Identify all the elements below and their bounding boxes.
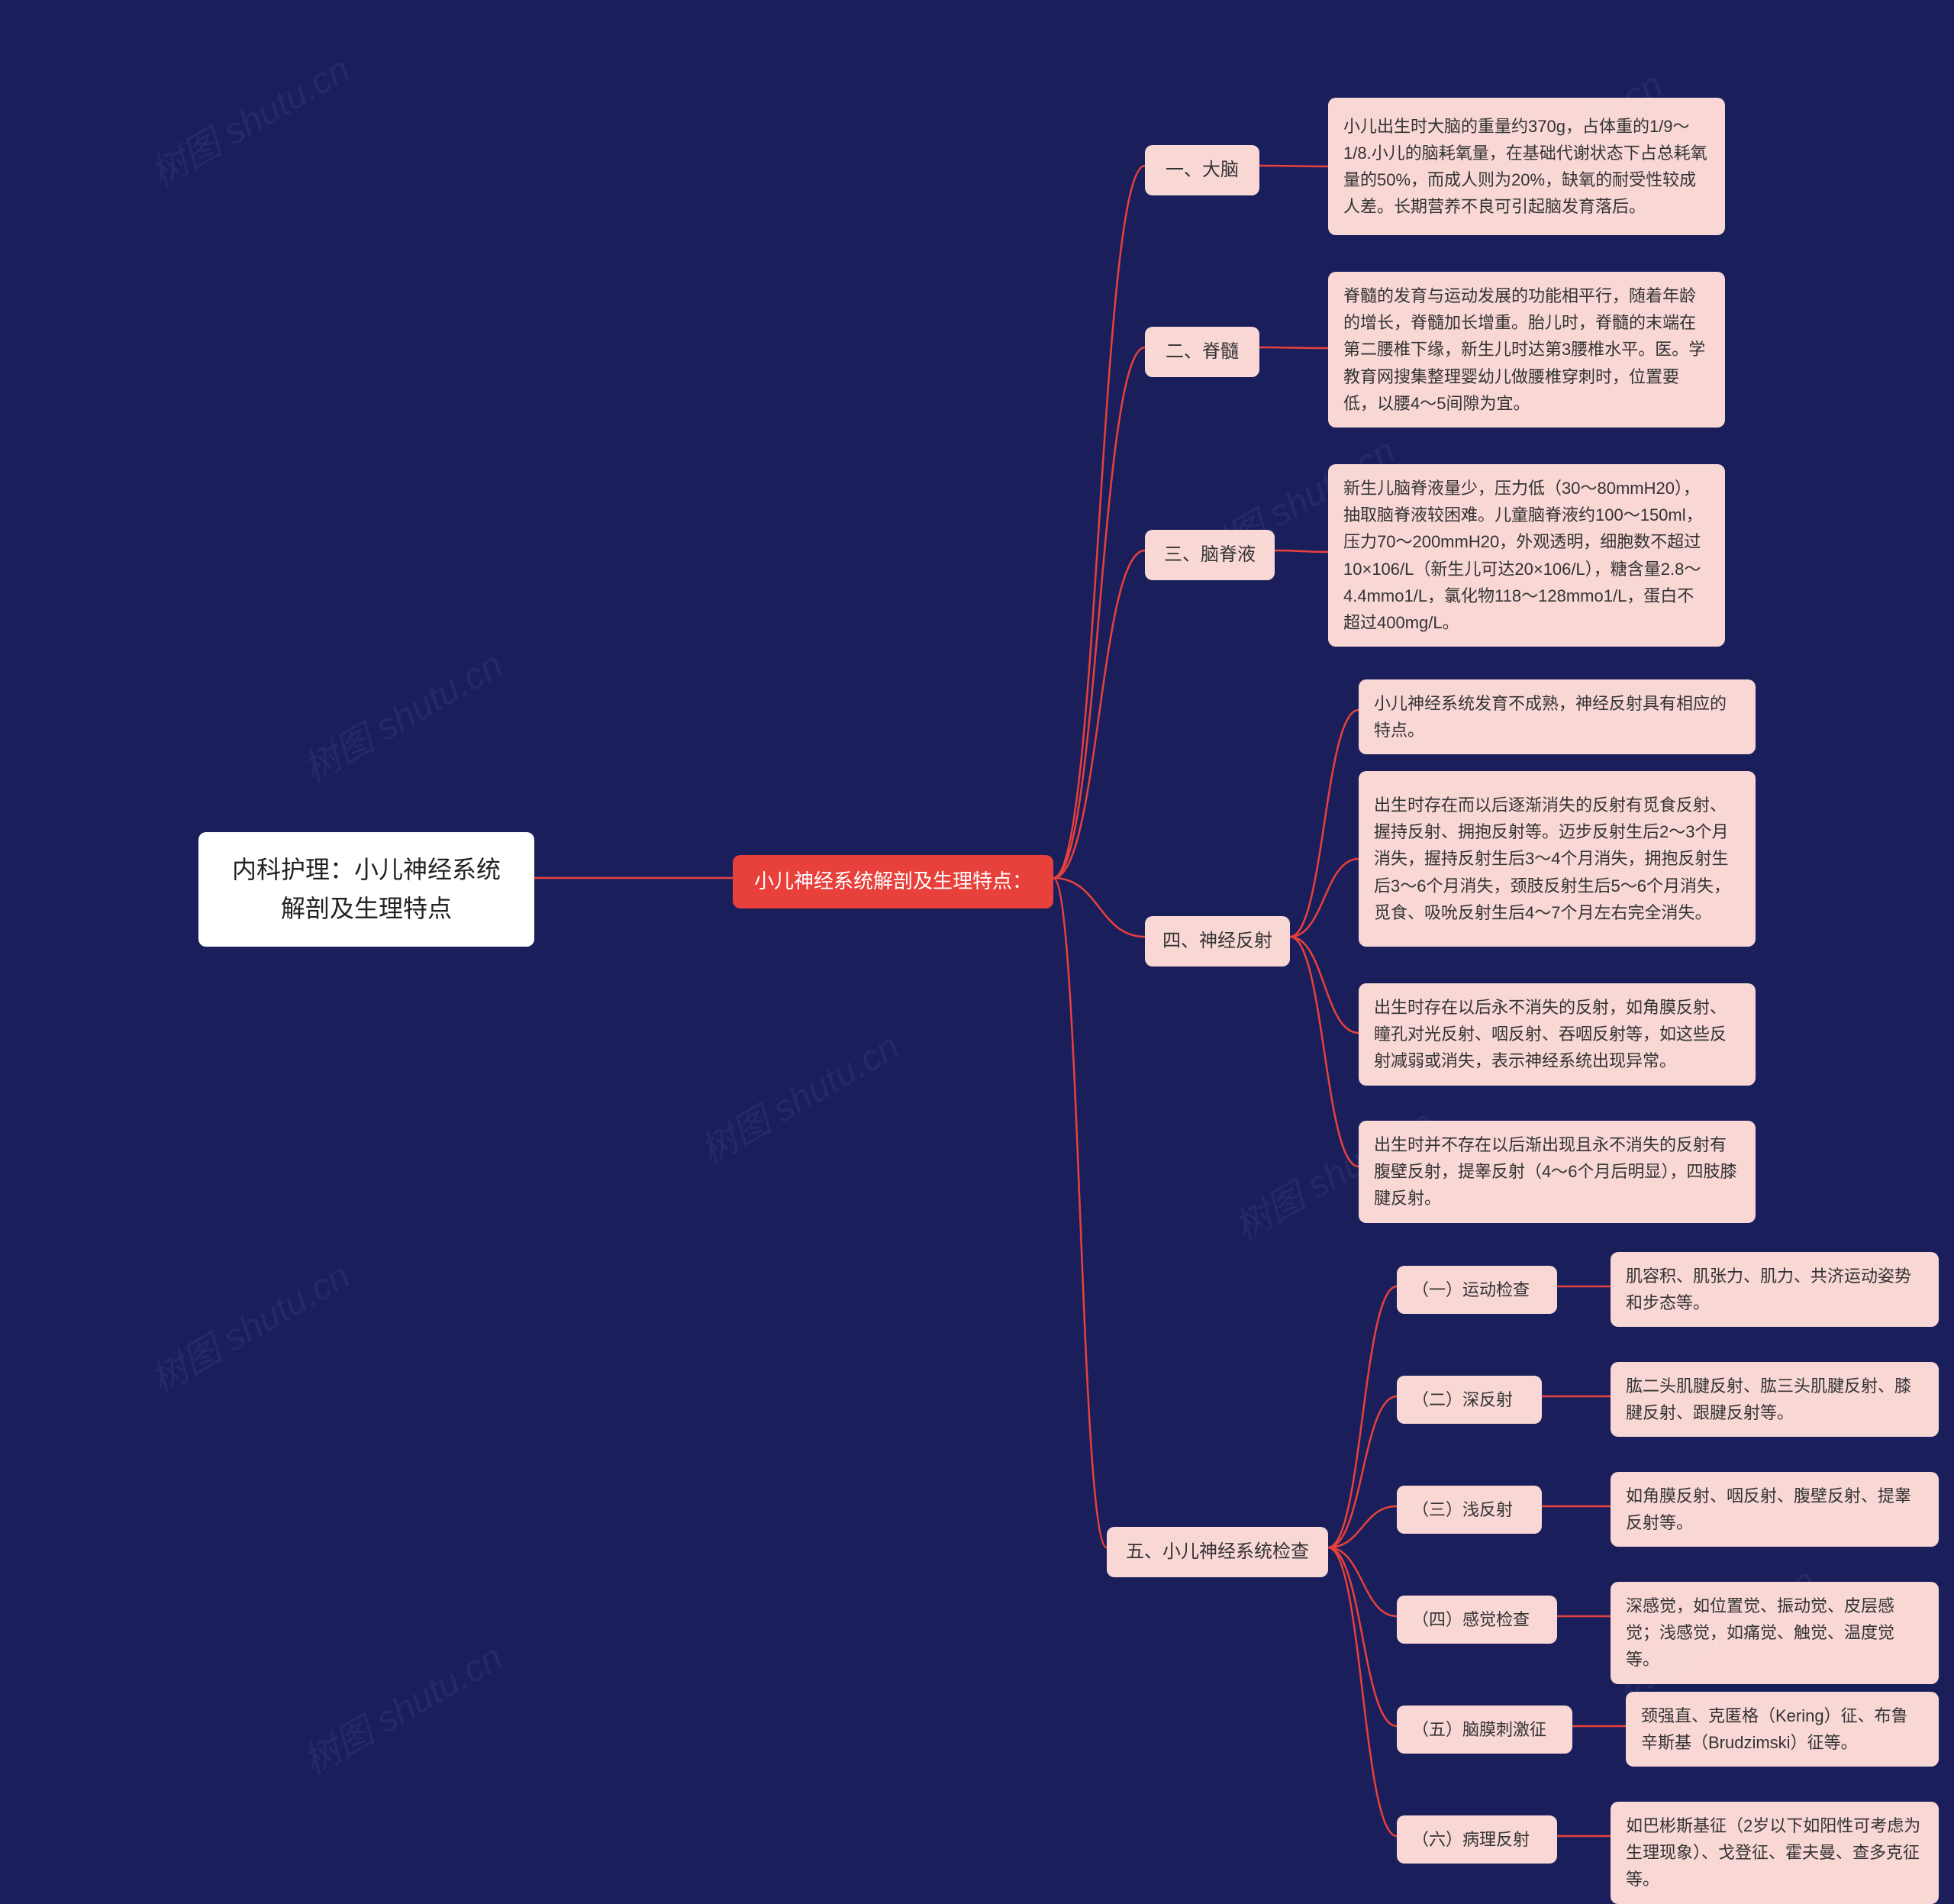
leaf-b5c6: 如巴彬斯基征（2岁以下如阳性可考虑为生理现象）、戈登征、霍夫曼、查多克征等。 bbox=[1611, 1802, 1939, 1904]
branch-b4: 四、神经反射 bbox=[1145, 916, 1290, 967]
leaf-b5c1: 肌容积、肌张力、肌力、共济运动姿势和步态等。 bbox=[1611, 1252, 1939, 1327]
branch-b1: 一、大脑 bbox=[1145, 145, 1259, 195]
sub-b5c4: （四）感觉检查 bbox=[1397, 1596, 1557, 1644]
branch-b3: 三、脑脊液 bbox=[1145, 530, 1275, 580]
leaf-b4c4: 出生时并不存在以后渐出现且永不消失的反射有腹壁反射，提睾反射（4～6个月后明显）… bbox=[1359, 1121, 1756, 1223]
leaf-b4c3: 出生时存在以后永不消失的反射，如角膜反射、瞳孔对光反射、咽反射、吞咽反射等，如这… bbox=[1359, 983, 1756, 1086]
leaf-b3c1: 新生儿脑脊液量少，压力低（30～80mmH20），抽取脑脊液较困难。儿童脑脊液约… bbox=[1328, 464, 1725, 647]
leaf-b5c3: 如角膜反射、咽反射、腹壁反射、提睾反射等。 bbox=[1611, 1472, 1939, 1547]
leaf-b5c4: 深感觉，如位置觉、振动觉、皮层感觉；浅感觉，如痛觉、触觉、温度觉等。 bbox=[1611, 1582, 1939, 1684]
leaf-b5c5: 颈强直、克匿格（Kering）征、布鲁辛斯基（Brudzimski）征等。 bbox=[1626, 1692, 1939, 1767]
watermark: 树图 shutu.cn bbox=[139, 40, 358, 197]
watermark: 树图 shutu.cn bbox=[139, 1246, 358, 1403]
leaf-b2c1: 脊髓的发育与运动发展的功能相平行，随着年龄的增长，脊髓加长增重。胎儿时，脊髓的末… bbox=[1328, 272, 1725, 428]
root-node: 内科护理：小儿神经系统解剖及生理特点 bbox=[198, 832, 534, 947]
sub-b5c6: （六）病理反射 bbox=[1397, 1815, 1557, 1864]
sub-b5c2: （二）深反射 bbox=[1397, 1376, 1542, 1424]
level1-node: 小儿神经系统解剖及生理特点： bbox=[733, 855, 1053, 908]
watermark: 树图 shutu.cn bbox=[292, 1628, 511, 1785]
leaf-b4c2: 出生时存在而以后逐渐消失的反射有觅食反射、握持反射、拥抱反射等。迈步反射生后2～… bbox=[1359, 771, 1756, 947]
watermark: 树图 shutu.cn bbox=[688, 1017, 908, 1174]
sub-b5c5: （五）脑膜刺激征 bbox=[1397, 1706, 1572, 1754]
leaf-b4c1: 小儿神经系统发育不成熟，神经反射具有相应的特点。 bbox=[1359, 679, 1756, 754]
leaf-b1c1: 小儿出生时大脑的重量约370g，占体重的1/9～1/8.小儿的脑耗氧量，在基础代… bbox=[1328, 98, 1725, 235]
sub-b5c1: （一）运动检查 bbox=[1397, 1266, 1557, 1314]
sub-b5c3: （三）浅反射 bbox=[1397, 1486, 1542, 1534]
branch-b2: 二、脊髓 bbox=[1145, 327, 1259, 377]
branch-b5: 五、小儿神经系统检查 bbox=[1107, 1527, 1328, 1577]
leaf-b5c2: 肱二头肌腱反射、肱三头肌腱反射、膝腱反射、跟腱反射等。 bbox=[1611, 1362, 1939, 1437]
watermark: 树图 shutu.cn bbox=[292, 635, 511, 792]
